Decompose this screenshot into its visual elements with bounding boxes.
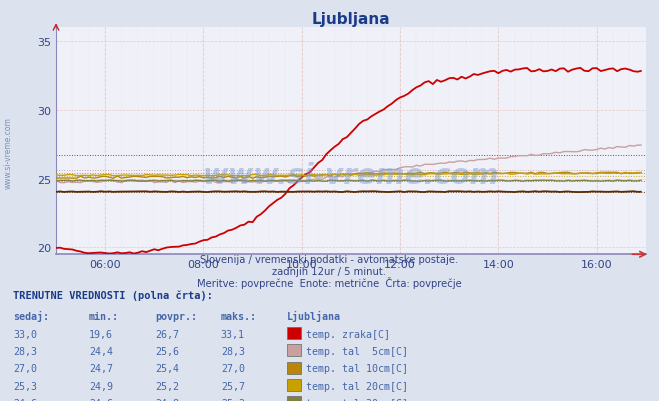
Text: Meritve: povprečne  Enote: metrične  Črta: povprečje: Meritve: povprečne Enote: metrične Črta:… (197, 277, 462, 289)
Text: 24,8: 24,8 (155, 398, 179, 401)
Text: min.:: min.: (89, 312, 119, 322)
Text: 24,4: 24,4 (89, 346, 113, 356)
Text: Ljubljana: Ljubljana (287, 311, 341, 322)
Title: Ljubljana: Ljubljana (312, 12, 390, 27)
Text: 25,3: 25,3 (13, 381, 37, 391)
Text: 25,2: 25,2 (221, 398, 244, 401)
Text: temp. tal 30cm[C]: temp. tal 30cm[C] (306, 398, 409, 401)
Text: temp. zraka[C]: temp. zraka[C] (306, 329, 390, 339)
Text: 25,6: 25,6 (155, 346, 179, 356)
Text: 24,9: 24,9 (89, 381, 113, 391)
Text: www.si-vreme.com: www.si-vreme.com (203, 161, 499, 189)
Text: 24,6: 24,6 (89, 398, 113, 401)
Text: temp. tal 10cm[C]: temp. tal 10cm[C] (306, 363, 409, 373)
Text: maks.:: maks.: (221, 312, 257, 322)
Text: sedaj:: sedaj: (13, 311, 49, 322)
Text: www.si-vreme.com: www.si-vreme.com (3, 117, 13, 188)
Text: zadnjih 12ur / 5 minut.: zadnjih 12ur / 5 minut. (273, 267, 386, 277)
Text: 27,0: 27,0 (13, 363, 37, 373)
Text: 27,0: 27,0 (221, 363, 244, 373)
Text: 28,3: 28,3 (221, 346, 244, 356)
Text: 26,7: 26,7 (155, 329, 179, 339)
Text: 25,7: 25,7 (221, 381, 244, 391)
Text: 33,1: 33,1 (221, 329, 244, 339)
Text: temp. tal  5cm[C]: temp. tal 5cm[C] (306, 346, 409, 356)
Text: povpr.:: povpr.: (155, 312, 197, 322)
Text: 24,7: 24,7 (89, 363, 113, 373)
Text: 33,0: 33,0 (13, 329, 37, 339)
Text: 28,3: 28,3 (13, 346, 37, 356)
Text: 24,6: 24,6 (13, 398, 37, 401)
Text: Slovenija / vremenski podatki - avtomatske postaje.: Slovenija / vremenski podatki - avtomats… (200, 255, 459, 265)
Text: 19,6: 19,6 (89, 329, 113, 339)
Text: TRENUTNE VREDNOSTI (polna črta):: TRENUTNE VREDNOSTI (polna črta): (13, 290, 213, 301)
Text: temp. tal 20cm[C]: temp. tal 20cm[C] (306, 381, 409, 391)
Text: 25,2: 25,2 (155, 381, 179, 391)
Text: 25,4: 25,4 (155, 363, 179, 373)
